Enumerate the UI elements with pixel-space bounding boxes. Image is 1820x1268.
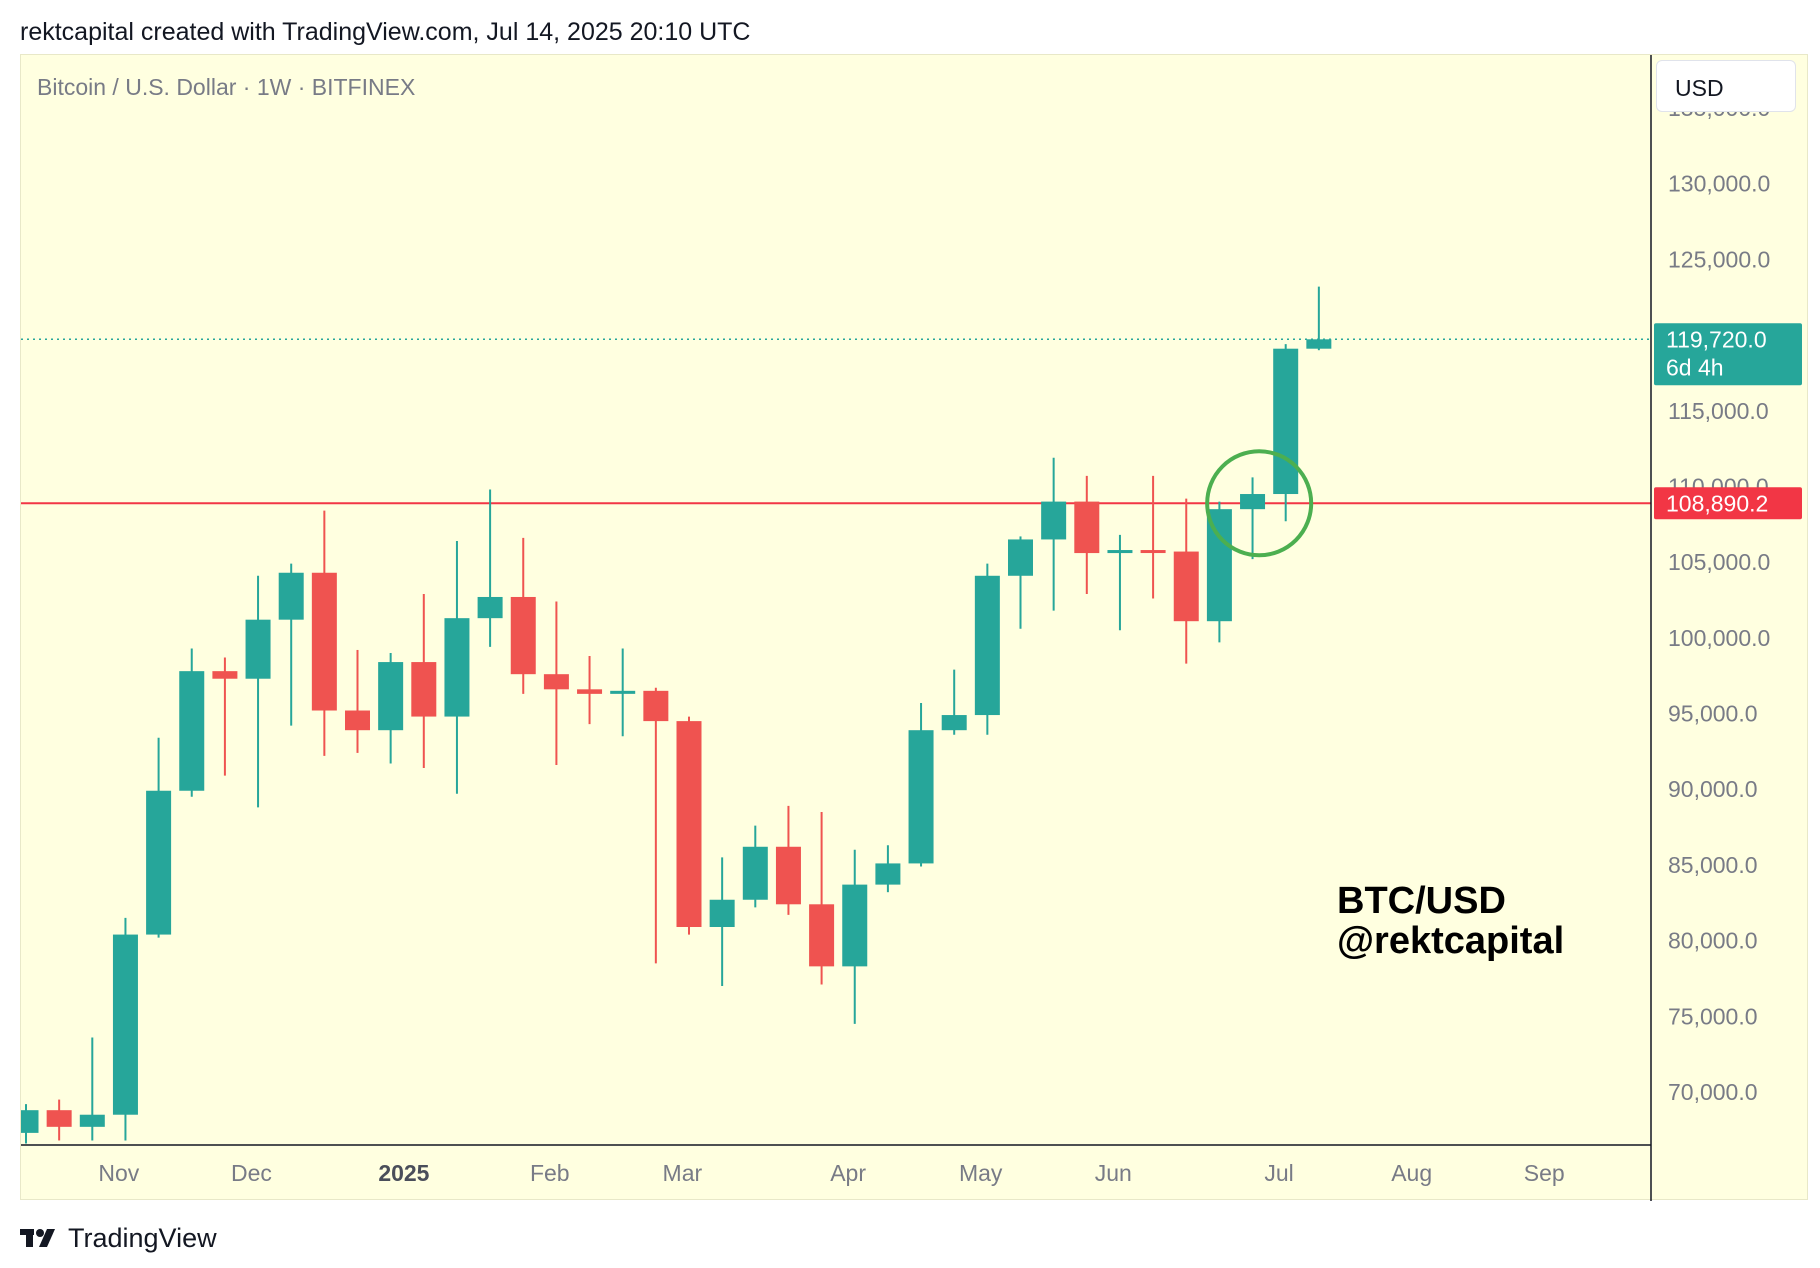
price-tag-value: 119,720.0 [1666, 326, 1767, 352]
currency-label: USD [1675, 75, 1724, 101]
chart-title: Bitcoin / U.S. Dollar · 1W · BITFINEX [37, 74, 415, 100]
price-tick-label: 90,000.0 [1668, 776, 1758, 802]
time-tick-label: May [959, 1160, 1003, 1186]
candle-up[interactable] [1240, 494, 1266, 510]
candle-down[interactable] [212, 671, 238, 679]
candle-down[interactable] [809, 904, 835, 967]
candle-up[interactable] [842, 884, 868, 967]
price-tick-label: 125,000.0 [1668, 246, 1770, 272]
candle-up[interactable] [1041, 501, 1067, 540]
footer-branding: TradingView [20, 1220, 217, 1256]
tradingview-logo-icon [20, 1229, 55, 1247]
price-tick-label: 80,000.0 [1668, 928, 1758, 954]
candle-down[interactable] [1140, 550, 1166, 554]
price-tick-label: 75,000.0 [1668, 1003, 1758, 1029]
candle-down[interactable] [577, 689, 603, 694]
price-tag-countdown: 6d 4h [1666, 354, 1724, 380]
candle-up[interactable] [79, 1114, 105, 1127]
candle-down[interactable] [345, 710, 370, 731]
time-tick-label: Jun [1095, 1160, 1132, 1186]
watermark-pair: BTC/USD [1337, 880, 1506, 922]
annotation-circle [1205, 449, 1314, 558]
candle-down[interactable] [775, 846, 801, 905]
price-tick-label: 85,000.0 [1668, 852, 1758, 878]
candle-up[interactable] [179, 671, 205, 791]
candle-up[interactable] [1008, 539, 1033, 576]
candle-down[interactable] [1173, 551, 1199, 622]
time-tick-label: Jul [1264, 1160, 1293, 1186]
candlestick-chart[interactable]: 135,000.0130,000.0125,000.0120,000.0115,… [21, 55, 1809, 1201]
candle-up[interactable] [477, 596, 503, 619]
price-tick-label: 70,000.0 [1668, 1079, 1758, 1105]
candle-up[interactable] [908, 730, 934, 864]
price-tick-label: 105,000.0 [1668, 549, 1770, 575]
candle-down[interactable] [46, 1110, 72, 1127]
candle-down[interactable] [676, 721, 702, 927]
candle-up[interactable] [941, 715, 967, 731]
time-tick-label: Dec [231, 1160, 272, 1186]
footer-brand-text: TradingView [68, 1222, 217, 1253]
candle-up[interactable] [444, 618, 470, 717]
candle-down[interactable] [1074, 501, 1100, 554]
candle-up[interactable] [1107, 550, 1133, 554]
time-tick-label: 2025 [378, 1160, 429, 1186]
price-tick-label: 130,000.0 [1668, 171, 1770, 197]
price-tick-label: 115,000.0 [1668, 398, 1769, 424]
candle-down[interactable] [543, 674, 569, 690]
price-tick-label: 100,000.0 [1668, 625, 1770, 651]
candle-up[interactable] [875, 863, 901, 885]
candle-up[interactable] [378, 662, 404, 731]
time-tick-label: Mar [663, 1160, 703, 1186]
time-tick-label: Nov [98, 1160, 139, 1186]
candle-up[interactable] [742, 846, 768, 900]
watermark-author: @rektcapital [1337, 920, 1564, 962]
price-tick-label: 95,000.0 [1668, 701, 1758, 727]
time-tick-label: Feb [530, 1160, 570, 1186]
candle-up[interactable] [245, 619, 271, 679]
price-tag [1654, 487, 1802, 520]
header-credit: rektcapital created with TradingView.com… [20, 18, 751, 46]
candle-up[interactable] [974, 575, 1000, 716]
candle-down[interactable] [510, 596, 536, 675]
currency-selector[interactable]: USD [1656, 60, 1796, 112]
candle-up[interactable] [112, 934, 138, 1115]
candle-up[interactable] [1206, 509, 1232, 622]
candle-up[interactable] [1306, 339, 1332, 349]
candle-up[interactable] [1273, 348, 1299, 495]
time-tick-label: Apr [830, 1160, 866, 1186]
candle-up[interactable] [146, 790, 172, 935]
price-tag [1654, 323, 1802, 386]
candle-down[interactable] [411, 662, 437, 717]
candle-down[interactable] [311, 572, 337, 711]
candle-up[interactable] [709, 899, 735, 927]
time-tick-label: Sep [1524, 1160, 1565, 1186]
candle-down[interactable] [643, 690, 669, 722]
time-tick-label: Aug [1391, 1160, 1432, 1186]
chart-frame[interactable]: 135,000.0130,000.0125,000.0120,000.0115,… [20, 54, 1809, 1201]
candle-up[interactable] [610, 690, 636, 694]
candle-up[interactable] [21, 1110, 39, 1133]
price-tag-value: 108,890.2 [1666, 490, 1768, 516]
candle-up[interactable] [278, 572, 304, 620]
